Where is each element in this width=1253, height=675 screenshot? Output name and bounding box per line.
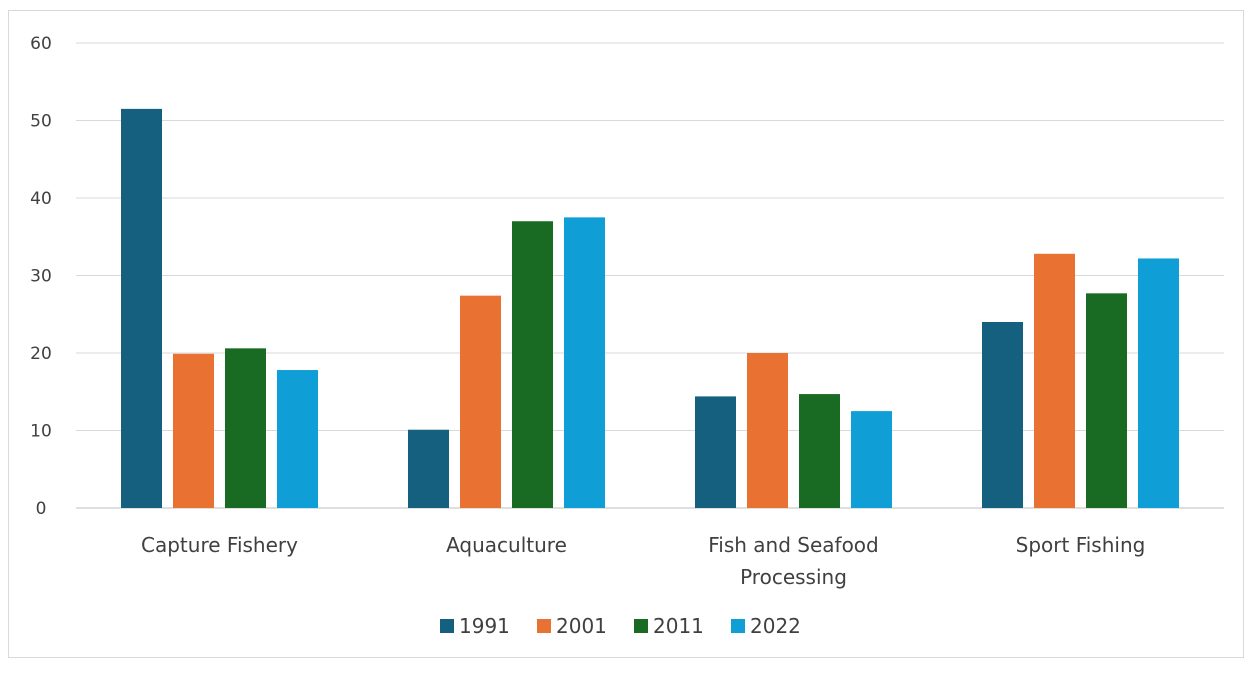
chart-frame: 0 10 20 30 40 50 60 Capture Fishery Aquaculture… bbox=[8, 10, 1244, 658]
bar-2001 bbox=[1034, 253, 1075, 508]
y-axis-tick-labels: 0 10 20 30 40 50 60 bbox=[30, 34, 52, 519]
legend-swatch-2011 bbox=[634, 619, 648, 633]
category-label: Fish and Seafood bbox=[708, 533, 879, 557]
bar-2001 bbox=[747, 353, 788, 508]
y-tick-label: 0 bbox=[36, 499, 47, 519]
legend-label: 2001 bbox=[556, 614, 607, 638]
bar-chart: 0 10 20 30 40 50 60 Capture Fishery Aquaculture… bbox=[30, 34, 1224, 638]
legend-label: 1991 bbox=[459, 614, 510, 638]
legend-label: 2022 bbox=[750, 614, 801, 638]
category-label: Capture Fishery bbox=[141, 533, 298, 557]
bar-1991 bbox=[121, 108, 162, 508]
category-label: Aquaculture bbox=[446, 533, 567, 557]
bar-2011 bbox=[1086, 293, 1127, 508]
bar-1991 bbox=[408, 429, 449, 508]
bar-2011 bbox=[512, 221, 553, 508]
bar-2022 bbox=[1138, 258, 1179, 508]
legend-label: 2011 bbox=[653, 614, 704, 638]
bar-2022 bbox=[851, 411, 892, 508]
y-tick-label: 10 bbox=[30, 422, 52, 442]
bars bbox=[121, 108, 1179, 508]
bar-1991 bbox=[695, 396, 736, 508]
x-axis-category-labels: Capture Fishery Aquaculture Fish and Seafo… bbox=[141, 533, 1145, 589]
legend-swatch-2022 bbox=[731, 619, 745, 633]
bar-2001 bbox=[460, 295, 501, 508]
bar-2001 bbox=[173, 353, 214, 508]
legend: 1991 2001 2011 2022 bbox=[440, 614, 801, 638]
y-tick-label: 50 bbox=[30, 112, 52, 132]
legend-swatch-1991 bbox=[440, 619, 454, 633]
gridlines bbox=[76, 42, 1224, 509]
bar-2011 bbox=[225, 348, 266, 508]
y-tick-label: 20 bbox=[30, 344, 52, 364]
y-tick-label: 30 bbox=[30, 267, 52, 287]
bar-2022 bbox=[564, 217, 605, 508]
bar-2022 bbox=[277, 370, 318, 508]
bar-2011 bbox=[799, 394, 840, 508]
category-label: Processing bbox=[740, 565, 847, 589]
legend-swatch-2001 bbox=[537, 619, 551, 633]
y-tick-label: 40 bbox=[30, 189, 52, 209]
category-label: Sport Fishing bbox=[1016, 533, 1146, 557]
bar-1991 bbox=[982, 322, 1023, 508]
y-tick-label: 60 bbox=[30, 34, 52, 54]
